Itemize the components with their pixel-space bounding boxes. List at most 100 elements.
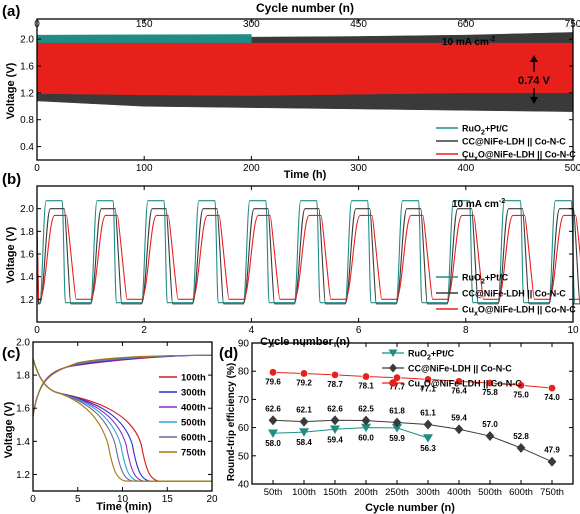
panel-b-ylabel: Voltage (V) bbox=[5, 226, 17, 283]
data-label-diamond-600th: 52.8 bbox=[513, 432, 529, 441]
legend-b-ruo2-label: RuO2+Pt/C bbox=[462, 273, 509, 286]
legend-d-label-part: O@NiFe-LDH || Co-N-C bbox=[424, 379, 522, 389]
point-triangle-down-100th bbox=[298, 428, 310, 437]
panel-d-x-tick-label: 600th bbox=[509, 487, 533, 498]
panel-d-x-tick-label: 300th bbox=[416, 487, 440, 498]
charge-750th bbox=[32, 354, 213, 417]
panel-b-y-tick-label: 2.0 bbox=[20, 204, 34, 215]
panel-c-legend: 100th 300th 400th 500th 600th 750th bbox=[159, 373, 206, 459]
panel-a-top-tick-label: 0 bbox=[34, 19, 40, 30]
point-circle-150th bbox=[330, 370, 340, 380]
line-b-cc bbox=[36, 208, 580, 305]
legend-d-label-circle: CuxO@NiFe-LDH || Co-N-C bbox=[408, 379, 522, 392]
data-label-diamond-500th: 57.0 bbox=[482, 420, 498, 429]
panel-b-y-tick-label: 1.2 bbox=[20, 295, 34, 306]
panel-b-y-tick-label: 1.4 bbox=[20, 272, 34, 283]
legend-a-ruo2-label-part: RuO bbox=[462, 124, 481, 134]
panel-d-y-tick-label: 50 bbox=[238, 451, 250, 462]
legend-d-label-part: x bbox=[420, 385, 424, 392]
panel-c-label: (c) bbox=[2, 345, 20, 362]
panel-c-y-tick-label: 1.8 bbox=[16, 371, 30, 382]
point-circle-750th bbox=[547, 383, 557, 393]
legend-b-cc-label-part: CC@NiFe-LDH || Co-N-C bbox=[462, 289, 566, 299]
point-diamond-750th bbox=[547, 456, 557, 467]
panel-a-top-tick-label: 450 bbox=[350, 19, 367, 30]
legend-c-label-600th: 600th bbox=[181, 433, 206, 444]
panel-b-x-tick-label: 4 bbox=[249, 325, 255, 336]
point-circle-500th bbox=[485, 378, 495, 388]
point-diamond-200th bbox=[361, 415, 371, 426]
legend-d-label-part: +Pt/C bbox=[431, 349, 455, 359]
data-label-circle-50th: 79.6 bbox=[265, 377, 281, 386]
panel-d-x-tick-label: 50th bbox=[264, 487, 283, 498]
legend-b-cux-label-part: O@NiFe-LDH || Co-N-C bbox=[478, 305, 576, 315]
data-label-diamond-200th: 62.5 bbox=[358, 405, 374, 414]
point-triangle-down-50th bbox=[267, 429, 279, 438]
panel-c-x-tick-label: 5 bbox=[75, 494, 81, 505]
panel-b-x-tick-label: 6 bbox=[356, 325, 362, 336]
legend-a-cux-label-part: x bbox=[474, 156, 478, 163]
panel-b-x-tick-label: 8 bbox=[463, 325, 469, 336]
data-label-circle-400th: 76.4 bbox=[451, 386, 467, 395]
panel-b-x-tick-label: 2 bbox=[141, 325, 147, 336]
panel-d-x-tick-label: 750th bbox=[540, 487, 564, 498]
point-triangle-down-300th bbox=[422, 434, 434, 443]
panel-b-legend: RuO2+Pt/C CC@NiFe-LDH || Co-N-C CuxO@NiFe-… bbox=[436, 273, 576, 318]
panel-d-x-tick-label: 100th bbox=[292, 487, 316, 498]
data-label-triangle-down-150th: 59.4 bbox=[327, 435, 343, 444]
panel-c-x-tick-label: 15 bbox=[162, 494, 174, 505]
panel-a-gap-arrows bbox=[530, 55, 538, 104]
data-label-triangle-down-50th: 58.0 bbox=[265, 439, 281, 448]
point-diamond-100th bbox=[299, 416, 309, 427]
panel-d-y-tick-label: 40 bbox=[238, 480, 250, 491]
panel-a-top-tick-label: 750 bbox=[565, 19, 580, 30]
panel-d-x-tick-label: 250th bbox=[385, 487, 409, 498]
panel-a-x-tick-label: 500 bbox=[565, 163, 580, 174]
panel-d-y-tick-label: 90 bbox=[238, 339, 250, 350]
panel-a-x-tick-label: 300 bbox=[350, 163, 367, 174]
data-label-circle-600th: 75.0 bbox=[513, 390, 529, 399]
panel-c-x-tick-label: 0 bbox=[30, 494, 36, 505]
panel-d-plot: 58.0 58.4 59.4 60.0 59.9 56.3 62.6 62.1 62.6 62.5… bbox=[238, 339, 574, 498]
line-b-ruo2 bbox=[36, 200, 576, 304]
legend-c-label-100th: 100th bbox=[181, 373, 206, 384]
panel-a-y-tick-label: 0.4 bbox=[20, 142, 34, 153]
point-triangle-down-150th bbox=[329, 425, 341, 434]
panel-a-top-tick-label: 300 bbox=[243, 19, 260, 30]
panel-d-y-tick-label: 80 bbox=[238, 367, 250, 378]
panel-a-current-annotation: 10 mA cm-2 bbox=[442, 36, 495, 48]
legend-c-label-500th: 500th bbox=[181, 418, 206, 429]
legend-b-ruo2-label-part: 2 bbox=[481, 279, 485, 286]
panel-c-y-tick-label: 1.4 bbox=[16, 437, 30, 448]
point-circle-100th bbox=[299, 369, 309, 378]
panel-a-y-tick-label: 1.6 bbox=[20, 62, 34, 73]
line-d-triangle-down bbox=[272, 427, 429, 439]
data-label-diamond-100th: 62.1 bbox=[296, 406, 312, 415]
legend-a-cc-label: CC@NiFe-LDH || Co-N-C bbox=[462, 137, 566, 147]
data-label-triangle-down-200th: 60.0 bbox=[358, 434, 374, 443]
legend-c-label-400th: 400th bbox=[181, 403, 206, 414]
data-label-circle-250th: 77.7 bbox=[389, 383, 405, 392]
legend-b-cux-label-part: x bbox=[474, 311, 478, 318]
band-cux bbox=[36, 42, 574, 96]
point-circle-300th bbox=[423, 375, 433, 384]
panel-a-top-xlabel: Cycle number (n) bbox=[256, 1, 354, 15]
legend-b-cux-label: CuxO@NiFe-LDH || Co-N-C bbox=[462, 305, 576, 318]
data-label-circle-750th: 74.0 bbox=[544, 393, 560, 402]
legend-d-label-part: RuO bbox=[408, 349, 427, 359]
panel-c-plot: 1.2 1.4 1.6 1.8 2.0 0 5 10 15 20 bbox=[16, 338, 218, 506]
legend-c-label-750th: 750th bbox=[181, 448, 206, 459]
panel-b-label: (b) bbox=[2, 171, 21, 188]
panel-c-y-tick-label: 1.6 bbox=[16, 404, 30, 415]
panel-d-y-tick-label: 70 bbox=[238, 395, 250, 406]
point-diamond-250th bbox=[392, 417, 402, 428]
discharge-750th bbox=[32, 358, 212, 482]
legend-d-label-part: 2 bbox=[427, 355, 431, 362]
panel-b-y-tick-label: 1.6 bbox=[20, 250, 34, 261]
legend-b-ruo2-label-part: +Pt/C bbox=[485, 273, 509, 283]
panel-a-legend: RuO2+Pt/CCC@NiFe-LDH || Co-N-CCuxO@NiFe-… bbox=[436, 124, 576, 163]
data-label-triangle-down-300th: 56.3 bbox=[420, 444, 436, 453]
point-diamond-500th bbox=[485, 431, 495, 442]
line-b-cux bbox=[36, 214, 580, 300]
